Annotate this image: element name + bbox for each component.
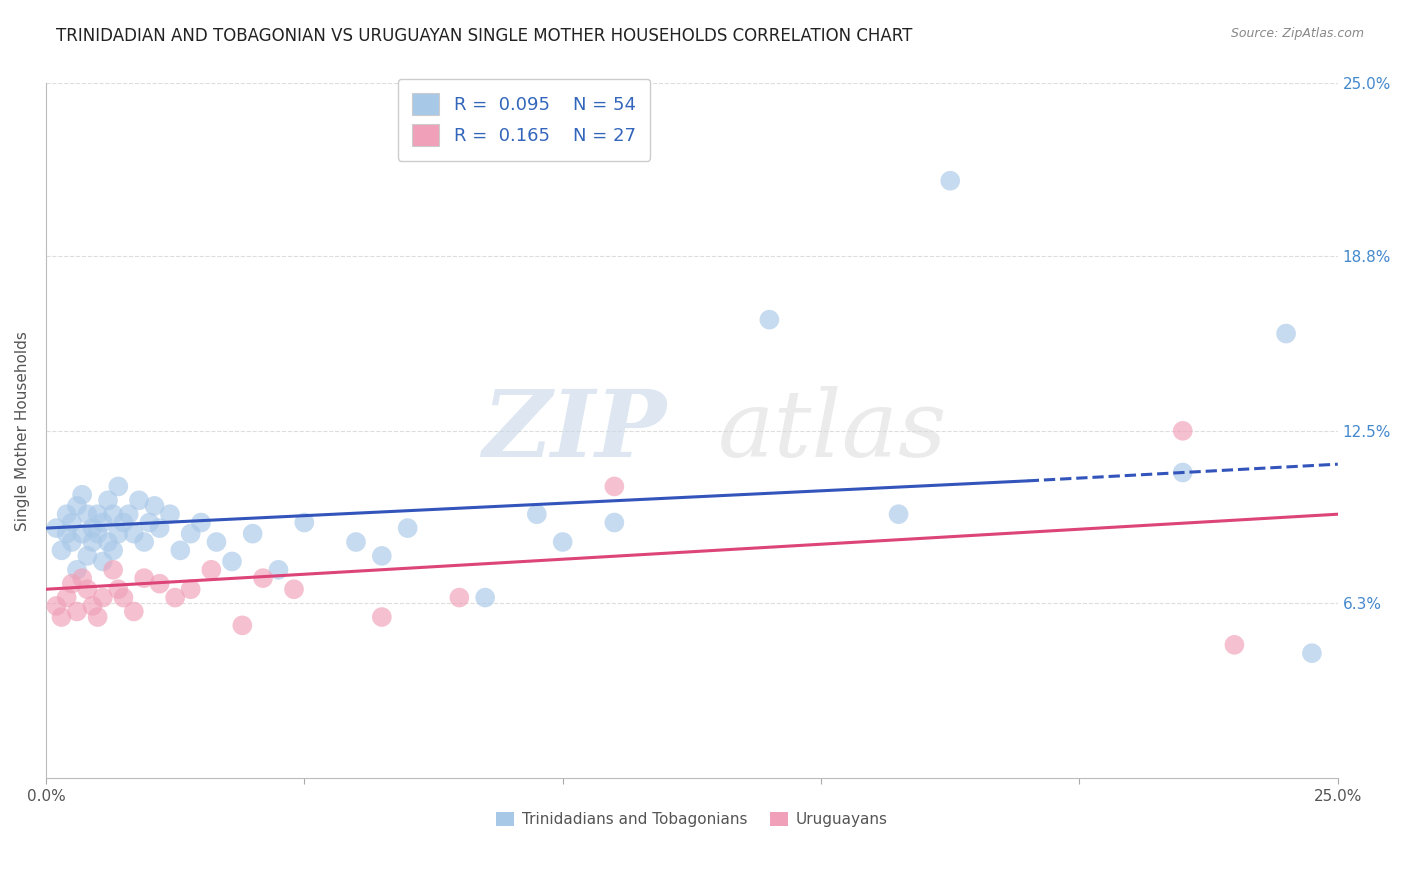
- Point: [112, 516, 135, 530]
- Point: [221, 554, 243, 568]
- Point: [45, 521, 67, 535]
- Point: [267, 563, 290, 577]
- Point: [1301, 646, 1323, 660]
- Point: [283, 582, 305, 597]
- Point: [107, 582, 129, 597]
- Legend: Trinidadians and Tobagonians, Uruguayans: Trinidadians and Tobagonians, Uruguayans: [489, 805, 894, 833]
- Point: [66, 563, 89, 577]
- Point: [107, 526, 129, 541]
- Point: [180, 526, 202, 541]
- Point: [603, 479, 626, 493]
- Point: [86, 526, 108, 541]
- Point: [97, 535, 120, 549]
- Text: Source: ZipAtlas.com: Source: ZipAtlas.com: [1230, 27, 1364, 40]
- Point: [242, 526, 264, 541]
- Point: [97, 493, 120, 508]
- Point: [122, 526, 145, 541]
- Point: [122, 605, 145, 619]
- Point: [82, 521, 104, 535]
- Point: [371, 549, 394, 563]
- Point: [60, 516, 83, 530]
- Point: [149, 576, 172, 591]
- Point: [101, 507, 124, 521]
- Point: [55, 526, 77, 541]
- Point: [134, 571, 156, 585]
- Point: [1223, 638, 1246, 652]
- Point: [107, 479, 129, 493]
- Point: [86, 507, 108, 521]
- Point: [76, 549, 98, 563]
- Point: [45, 599, 67, 613]
- Point: [51, 610, 73, 624]
- Point: [205, 535, 228, 549]
- Point: [134, 535, 156, 549]
- Point: [887, 507, 910, 521]
- Y-axis label: Single Mother Households: Single Mother Households: [15, 331, 30, 531]
- Point: [101, 563, 124, 577]
- Point: [60, 535, 83, 549]
- Point: [138, 516, 160, 530]
- Point: [939, 174, 962, 188]
- Point: [143, 499, 166, 513]
- Point: [190, 516, 212, 530]
- Point: [180, 582, 202, 597]
- Point: [149, 521, 172, 535]
- Point: [91, 554, 114, 568]
- Point: [474, 591, 496, 605]
- Point: [117, 507, 139, 521]
- Text: atlas: atlas: [717, 386, 948, 475]
- Point: [128, 493, 150, 508]
- Point: [82, 599, 104, 613]
- Text: TRINIDADIAN AND TOBAGONIAN VS URUGUAYAN SINGLE MOTHER HOUSEHOLDS CORRELATION CHA: TRINIDADIAN AND TOBAGONIAN VS URUGUAYAN …: [56, 27, 912, 45]
- Point: [76, 582, 98, 597]
- Point: [112, 591, 135, 605]
- Point: [66, 499, 89, 513]
- Point: [86, 610, 108, 624]
- Point: [1171, 424, 1194, 438]
- Point: [70, 571, 93, 585]
- Point: [252, 571, 274, 585]
- Point: [1275, 326, 1298, 341]
- Point: [371, 610, 394, 624]
- Point: [55, 507, 77, 521]
- Point: [1171, 466, 1194, 480]
- Point: [292, 516, 315, 530]
- Point: [55, 591, 77, 605]
- Point: [165, 591, 187, 605]
- Point: [449, 591, 471, 605]
- Point: [70, 488, 93, 502]
- Point: [82, 535, 104, 549]
- Point: [51, 543, 73, 558]
- Point: [396, 521, 419, 535]
- Text: ZIP: ZIP: [482, 386, 666, 475]
- Point: [159, 507, 181, 521]
- Point: [169, 543, 191, 558]
- Point: [66, 605, 89, 619]
- Point: [551, 535, 574, 549]
- Point: [344, 535, 367, 549]
- Point: [231, 618, 253, 632]
- Point: [76, 507, 98, 521]
- Point: [60, 576, 83, 591]
- Point: [70, 526, 93, 541]
- Point: [200, 563, 222, 577]
- Point: [603, 516, 626, 530]
- Point: [101, 543, 124, 558]
- Point: [91, 516, 114, 530]
- Point: [91, 591, 114, 605]
- Point: [758, 312, 780, 326]
- Point: [526, 507, 548, 521]
